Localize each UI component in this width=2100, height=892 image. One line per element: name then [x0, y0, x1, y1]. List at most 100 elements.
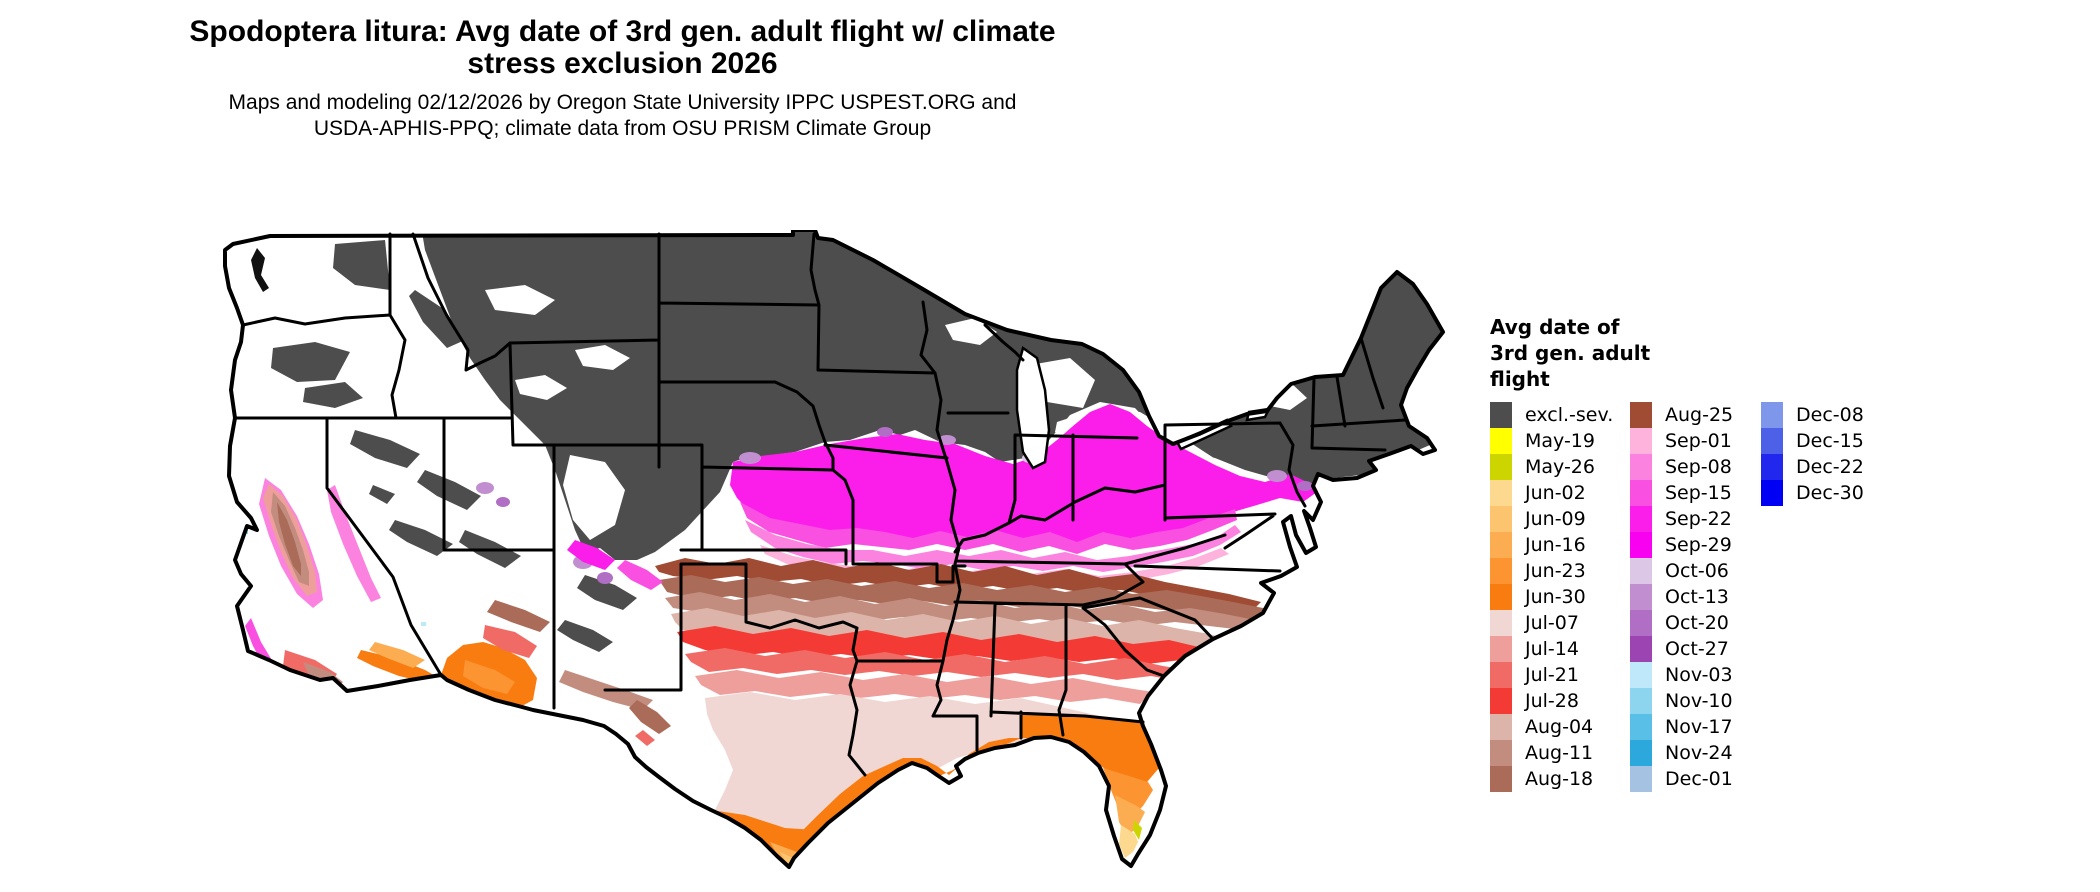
legend-item-label: Jun-30 — [1525, 586, 1586, 608]
legend-item: Dec-30 — [1761, 480, 1891, 506]
legend-swatch — [1761, 480, 1783, 506]
legend-swatch — [1630, 766, 1652, 792]
region-wtx-jul21 — [635, 730, 655, 746]
region-fl-jun02 — [1119, 825, 1138, 858]
legend-title-line-3: flight — [1490, 367, 1550, 391]
subtitle-line-1: Maps and modeling 02/12/2026 by Oregon S… — [228, 91, 1017, 114]
legend-item: Oct-20 — [1630, 610, 1761, 636]
band-sep22 — [730, 404, 1317, 546]
legend-item-label: Sep-01 — [1665, 430, 1732, 452]
legend-swatch — [1490, 636, 1512, 662]
legend-swatch — [1490, 428, 1512, 454]
legend-item-label: Oct-06 — [1665, 560, 1729, 582]
legend-item: Nov-10 — [1630, 688, 1761, 714]
legend-item: Nov-17 — [1630, 714, 1761, 740]
legend-item: Jul-28 — [1490, 688, 1630, 714]
legend-item: Jun-23 — [1490, 558, 1630, 584]
legend-swatch — [1761, 428, 1783, 454]
state-borders — [233, 232, 1407, 777]
legend-item-label: Sep-22 — [1665, 508, 1732, 530]
legend-item: Oct-06 — [1630, 558, 1761, 584]
legend-item-label: Dec-08 — [1796, 404, 1864, 426]
title-line-2: stress exclusion 2026 — [467, 47, 778, 80]
legend-item: Oct-27 — [1630, 636, 1761, 662]
legend-item: May-26 — [1490, 454, 1630, 480]
puget-sound-water — [251, 248, 269, 292]
legend-item-label: Jul-28 — [1525, 690, 1579, 712]
legend-item-label: Jun-02 — [1525, 482, 1586, 504]
legend-item-label: Jul-21 — [1525, 664, 1579, 686]
page-title: Spodoptera litura: Avg date of 3rd gen. … — [0, 16, 1245, 80]
legend-item-label: Sep-15 — [1665, 482, 1732, 504]
legend-swatch — [1630, 610, 1652, 636]
legend-swatch — [1630, 454, 1652, 480]
legend-swatch — [1490, 454, 1512, 480]
legend-swatch — [1490, 506, 1512, 532]
legend-swatch — [1490, 532, 1512, 558]
region-fl-jun23 — [1103, 768, 1153, 818]
legend-column-1: excl.-sev. May-19 May-26 Jun-02 Jun-09 Jun-16… — [1490, 402, 1630, 792]
legend-item-label: Dec-22 — [1796, 456, 1864, 478]
legend-item-label: Oct-27 — [1665, 638, 1729, 660]
legend-swatch — [1761, 454, 1783, 480]
legend-item-label: excl.-sev. — [1525, 404, 1614, 426]
legend-item-label: Nov-03 — [1665, 664, 1733, 686]
legend-swatch — [1630, 636, 1652, 662]
legend-item-label: Nov-24 — [1665, 742, 1733, 764]
legend-item: excl.-sev. — [1490, 402, 1630, 428]
legend-swatch — [1490, 662, 1512, 688]
legend-item: Dec-08 — [1761, 402, 1891, 428]
legend-swatch — [1761, 402, 1783, 428]
legend-item-label: Dec-15 — [1796, 430, 1864, 452]
legend-item-label: Oct-13 — [1665, 586, 1729, 608]
legend-swatch — [1630, 662, 1652, 688]
legend-item: Jul-14 — [1490, 636, 1630, 662]
legend-swatch — [1630, 688, 1652, 714]
region-wtx-aug18 — [629, 700, 671, 734]
legend-swatch — [1630, 532, 1652, 558]
legend-item-label: Jun-23 — [1525, 560, 1586, 582]
legend-item: Jul-07 — [1490, 610, 1630, 636]
legend-swatch — [1630, 506, 1652, 532]
legend-item: Jun-30 — [1490, 584, 1630, 610]
legend-column-3: Dec-08 Dec-15 Dec-22 Dec-30 — [1761, 402, 1891, 792]
legend-item: Nov-24 — [1630, 740, 1761, 766]
us-outline — [223, 228, 1445, 869]
map-legend: Avg date of 3rd gen. adult flight excl.-… — [1490, 314, 1940, 792]
legend-swatch — [1490, 480, 1512, 506]
legend-swatch — [1490, 584, 1512, 610]
legend-item-label: Aug-11 — [1525, 742, 1594, 764]
title-line-1: Spodoptera litura: Avg date of 3rd gen. … — [189, 15, 1056, 48]
legend-item-label: Jul-07 — [1525, 612, 1579, 634]
region-cv-aug18 — [277, 502, 301, 576]
legend-swatch — [1630, 714, 1652, 740]
legend-item: Aug-25 — [1630, 402, 1761, 428]
legend-swatch — [1490, 688, 1512, 714]
band-jul14 — [695, 670, 1153, 704]
legend-item-label: Jun-09 — [1525, 508, 1586, 530]
legend-item-label: May-26 — [1525, 456, 1595, 478]
band-jun30-gulf — [777, 738, 1021, 867]
region-fl-jun30 — [1021, 712, 1159, 782]
legend-item: Dec-15 — [1761, 428, 1891, 454]
legend-swatch — [1630, 428, 1652, 454]
map-svg — [223, 228, 1445, 869]
legend-item: Dec-22 — [1761, 454, 1891, 480]
legend-title-line-2: 3rd gen. adult — [1490, 341, 1651, 365]
legend-item-label: Oct-20 — [1665, 612, 1729, 634]
legend-item: Aug-04 — [1490, 714, 1630, 740]
map-fill-layers — [225, 230, 1443, 867]
band-aug18 — [659, 575, 1273, 622]
legend-item-label: Nov-10 — [1665, 690, 1733, 712]
legend-item: Oct-13 — [1630, 584, 1761, 610]
legend-swatch — [1490, 740, 1512, 766]
region-coast-sep15 — [245, 618, 289, 682]
legend-item-label: Dec-01 — [1665, 768, 1733, 790]
band-aug04 — [671, 608, 1237, 652]
map-credits-subtitle: Maps and modeling 02/12/2026 by Oregon S… — [0, 90, 1245, 142]
legend-item: Jun-16 — [1490, 532, 1630, 558]
band-sep15 — [740, 502, 1237, 554]
legend-swatch — [1630, 402, 1652, 428]
legend-swatch — [1630, 740, 1652, 766]
